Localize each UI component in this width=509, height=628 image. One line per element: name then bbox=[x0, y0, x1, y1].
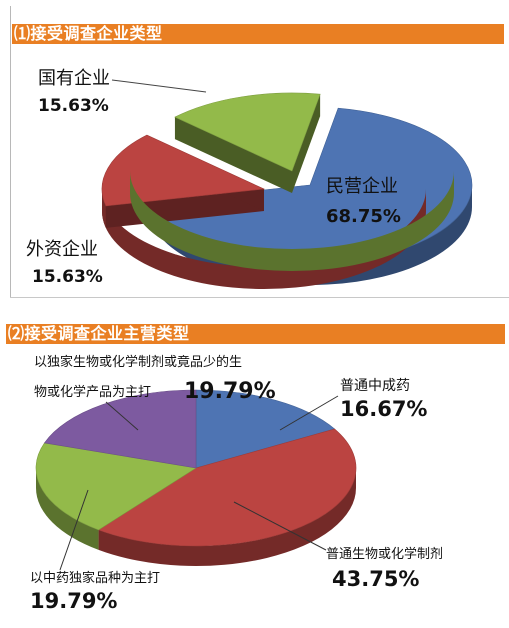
slice-generic-tcm bbox=[195, 389, 336, 469]
slice-exclusive-biochem bbox=[43, 389, 197, 469]
leader-line-exclusive-tcm bbox=[59, 489, 89, 571]
slice-value-generic-tcm: 16.67% bbox=[340, 397, 427, 421]
chart-panel-2: ⑵接受调查企业主营类型 以独家生物或化学制剂或竟品少的生 物或化学产品为主打 19.… bbox=[0, 318, 509, 628]
leader-line-generic-biochem bbox=[233, 501, 327, 551]
slice-value-generic-biochem: 43.75% bbox=[332, 567, 419, 591]
slice-value-exclusive-biochem: 19.79% bbox=[184, 379, 276, 404]
leader-line-state bbox=[111, 79, 207, 93]
slice-label-exclusive-biochem-line1: 以独家生物或化学制剂或竟品少的生 bbox=[34, 354, 242, 370]
slice-label-foreign: 外资企业 bbox=[26, 239, 98, 260]
slice-value-exclusive-tcm: 19.79% bbox=[30, 589, 117, 613]
slice-value-state: 15.63% bbox=[38, 96, 109, 116]
slice-value-private: 68.75% bbox=[326, 206, 401, 227]
leader-line-generic-tcm bbox=[279, 395, 339, 431]
chart-2-title: ⑵接受调查企业主营类型 bbox=[6, 324, 505, 344]
chart-panel-1: ⑴接受调查企业类型 民营企业 68.75% 外资企业 15.63% 国有企业 15.63% bbox=[0, 0, 509, 300]
slice-label-exclusive-biochem-line2: 物或化学产品为主打 bbox=[34, 384, 151, 400]
panel-border bbox=[10, 6, 11, 298]
leader-line-exclusive-biochem bbox=[105, 401, 139, 431]
slice-label-exclusive-tcm: 以中药独家品种为主打 bbox=[30, 570, 160, 586]
slice-label-generic-tcm: 普通中成药 bbox=[340, 378, 410, 394]
slice-value-foreign: 15.63% bbox=[32, 267, 103, 287]
slice-exclusive-tcm bbox=[35, 442, 197, 550]
pie-chart-1: 民营企业 68.75% 外资企业 15.63% 国有企业 15.63% bbox=[26, 68, 473, 289]
chart-1-title: ⑴接受调查企业类型 bbox=[12, 24, 504, 44]
slice-state bbox=[130, 92, 454, 271]
slice-generic-biochem bbox=[97, 428, 357, 566]
slice-label-state: 国有企业 bbox=[38, 68, 110, 89]
slice-label-generic-biochem: 普通生物或化学制剂 bbox=[326, 546, 443, 562]
panel-divider bbox=[10, 297, 509, 298]
slice-label-private: 民营企业 bbox=[326, 176, 398, 197]
